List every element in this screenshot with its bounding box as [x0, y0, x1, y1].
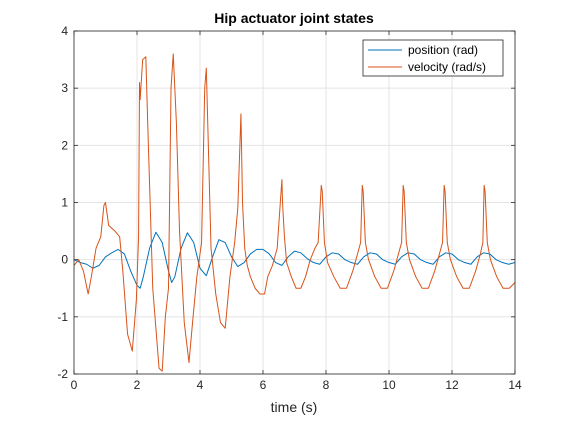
legend[interactable]: position (rad) velocity (rad/s)	[362, 39, 504, 77]
y-tick-label: 4	[61, 24, 68, 38]
x-tick-label: 2	[134, 378, 141, 392]
legend-box	[362, 39, 504, 77]
chart-title: Hip actuator joint states	[214, 10, 374, 26]
legend-label-position: position (rad)	[408, 43, 478, 57]
x-tick-label: 0	[71, 378, 78, 392]
x-tick-label: 14	[508, 378, 522, 392]
legend-label-velocity: velocity (rad/s)	[408, 60, 486, 74]
x-tick-label: 4	[197, 378, 204, 392]
x-tick-label: 8	[323, 378, 330, 392]
series-line-position	[74, 231, 515, 289]
y-tick-label: 1	[61, 196, 68, 210]
x-tick-label: 12	[445, 378, 459, 392]
series-line-velocity	[74, 53, 515, 372]
ticks	[73, 30, 516, 375]
x-axis-label: time (s)	[271, 399, 318, 415]
y-tick-label: 0	[61, 253, 68, 267]
series-layer	[74, 53, 515, 372]
y-tick-label: -2	[57, 367, 68, 381]
y-tick-label: 2	[61, 138, 68, 152]
x-tick-label: 10	[382, 378, 396, 392]
x-tick-label: 6	[260, 378, 267, 392]
y-tick-label: -1	[57, 310, 68, 324]
y-tick-label: 3	[61, 81, 68, 95]
